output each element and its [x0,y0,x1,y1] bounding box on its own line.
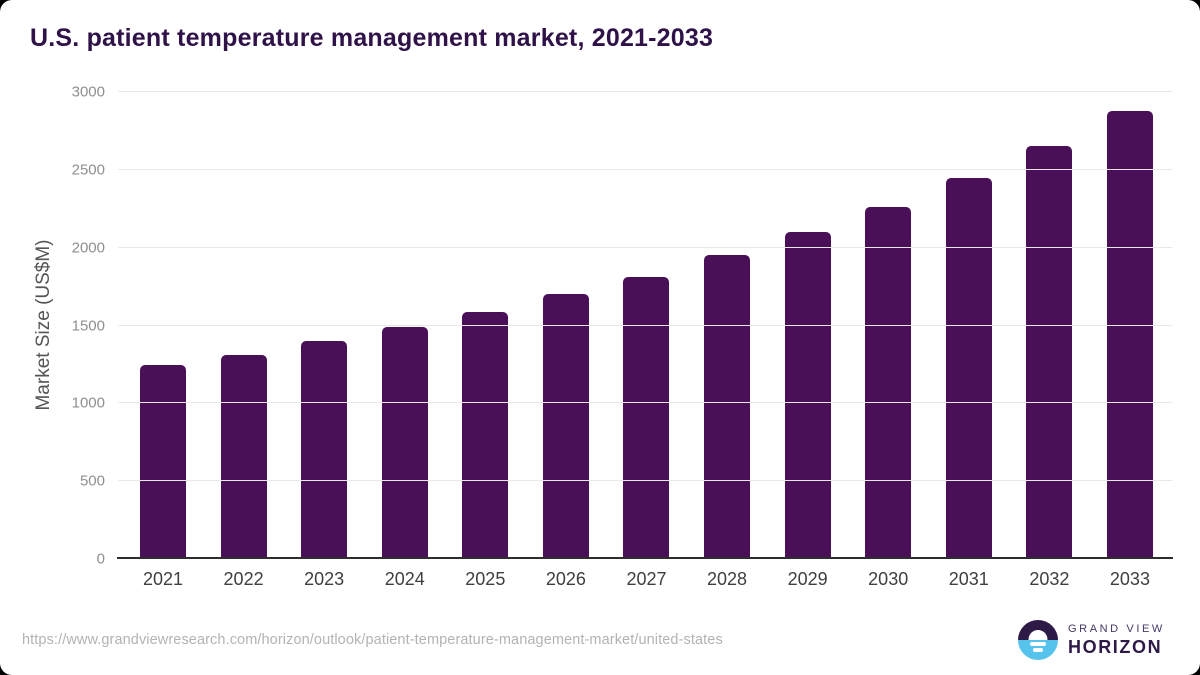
bar-2026 [542,294,589,559]
gridline-3000 [118,91,1172,92]
bar-2033 [1106,110,1153,559]
y-tick-label-0: 0 [96,550,105,568]
gridline-2000 [118,246,1172,248]
y-tick-label-1000: 1000 [71,394,105,412]
bar-2025 [462,311,509,559]
logo-horizon-label: HORIZON [1068,636,1163,657]
x-tick-label-2025: 2025 [465,569,506,589]
x-axis-line [117,557,1173,559]
x-tick-label-2032: 2032 [1029,569,1070,589]
y-tick-label-1500: 1500 [71,317,105,334]
bar-2028 [704,254,751,559]
y-tick-label-3000: 3000 [71,83,105,101]
bar-2031 [945,177,992,559]
plot-area: 0 500 1000 1500 2000 2500 3000 [72,85,1172,567]
source-url: https://www.grandviewresearch.com/horizo… [22,632,723,648]
x-tick-label-2022: 2022 [223,569,264,589]
gridline-500 [118,480,1172,482]
x-tick-label-2023: 2023 [304,569,345,589]
bar-2030 [865,206,912,559]
bars-container [118,92,1172,559]
x-tick-label-2029: 2029 [787,569,828,589]
gridline-2500 [118,168,1172,170]
x-tick-label-2024: 2024 [384,569,425,589]
y-tick-label-2000: 2000 [71,239,105,257]
bar-2029 [784,231,831,559]
bar-2027 [623,276,670,559]
grand-view-horizon-logo: GRAND VIEW HORIZON [1018,620,1165,660]
x-tick-label-2027: 2027 [626,569,667,589]
y-tick-label-2500: 2500 [71,161,105,179]
x-tick-label-2026: 2026 [545,569,586,589]
y-tick-label-500: 500 [79,472,105,490]
bar-2022 [220,355,267,559]
x-tick-label-2033: 2033 [1109,569,1150,589]
x-tick-label-2031: 2031 [948,569,989,589]
x-axis-labels: 2021 2022 2023 2024 2025 2026 2027 2028 2029 2030… [118,569,1172,590]
sun-reflection-line-1 [1030,642,1046,646]
logo-text: GRAND VIEW HORIZON [1068,623,1165,658]
x-tick-label-2028: 2028 [707,569,748,589]
bar-2024 [381,327,428,559]
gridline-1500 [118,324,1172,326]
bar-2032 [1026,146,1073,559]
sun-dome-shape [1028,630,1048,640]
y-axis-title: Market Size (US$M) [33,239,54,411]
sun-reflection-line-2 [1033,648,1043,652]
x-tick-label-2021: 2021 [142,569,184,589]
bar-2023 [301,341,348,559]
bar-2021 [140,365,186,559]
chart-title: U.S. patient temperature management mark… [30,24,714,52]
gridline-1000 [118,402,1172,404]
x-tick-label-2030: 2030 [868,569,909,589]
logo-grand-view-label: GRAND VIEW [1068,622,1165,635]
horizon-sun-icon [1018,620,1058,660]
